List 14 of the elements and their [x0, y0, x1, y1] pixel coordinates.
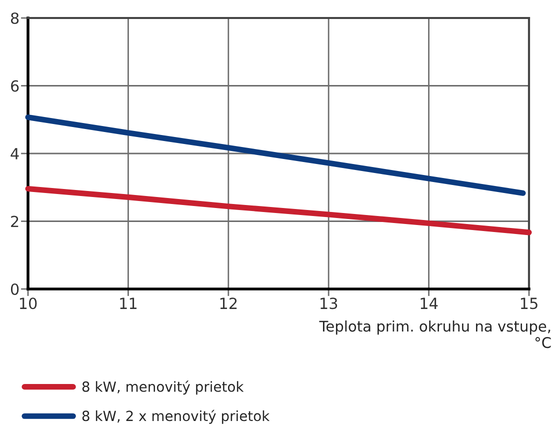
- x-tick-label: 10: [20, 298, 37, 310]
- x-tick-label: 14: [420, 298, 438, 309]
- y-tick-label: 8: [10, 12, 19, 24]
- legend-label: 8 kW, 2 x menovitý prietok: [82, 410, 270, 424]
- x-tick-label: 13: [320, 298, 338, 310]
- y-tick-label: 4: [10, 148, 19, 160]
- x-axis-title: Teplota prim. okruhu na vstupe, °C: [319, 320, 551, 348]
- x-tick-label: 15: [520, 298, 538, 310]
- x-tick-label: 12: [220, 298, 237, 309]
- x-tick-label: 11: [120, 298, 137, 309]
- y-tick-label: 2: [11, 216, 18, 228]
- legend-label: 8 kW, menovitý prietok: [82, 380, 244, 395]
- y-tick-label: 6: [11, 80, 19, 92]
- y-tick-label: 0: [10, 283, 19, 296]
